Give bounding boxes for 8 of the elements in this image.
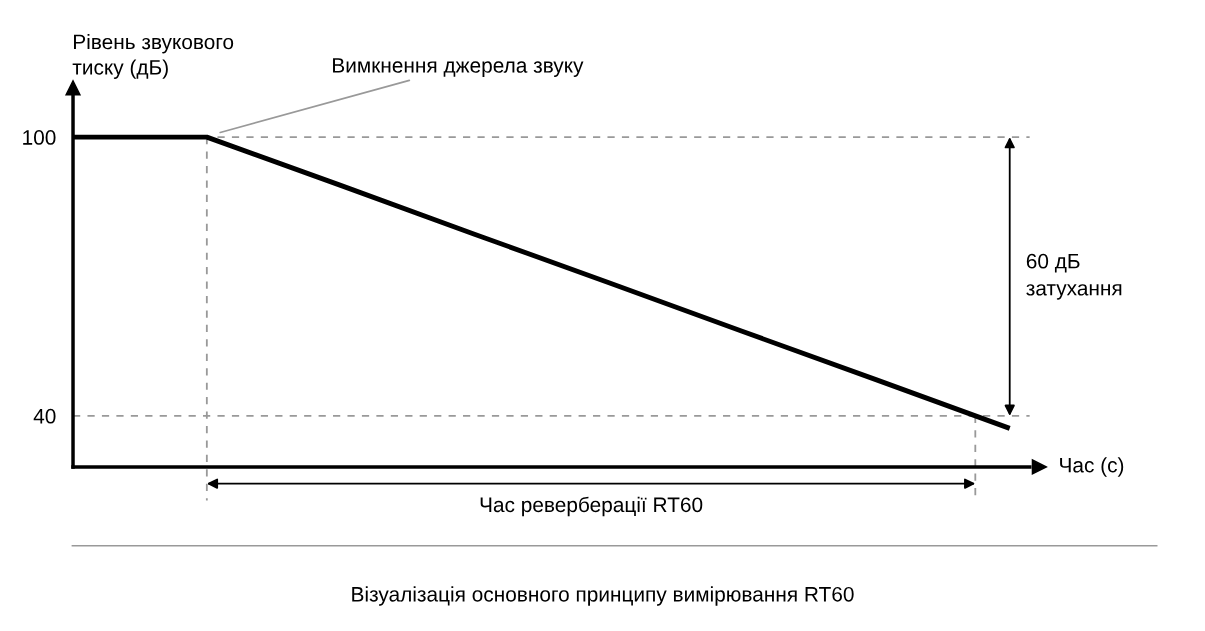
y-tick-label: 40 [33,408,56,424]
y-axis-title: Рівень звукового тиску (дБ) [72,33,234,79]
annotation: 60 дБ затухання [1026,253,1122,300]
y-tick-label: 100 [23,130,56,145]
text: Вимкнення джерела звуку [333,58,584,77]
text: Час реверберації RT60 [480,496,703,517]
text: Візуалізація основного принципу вимірювання RT60 [352,586,854,606]
x-axis-title: Час (с) [1060,457,1124,477]
